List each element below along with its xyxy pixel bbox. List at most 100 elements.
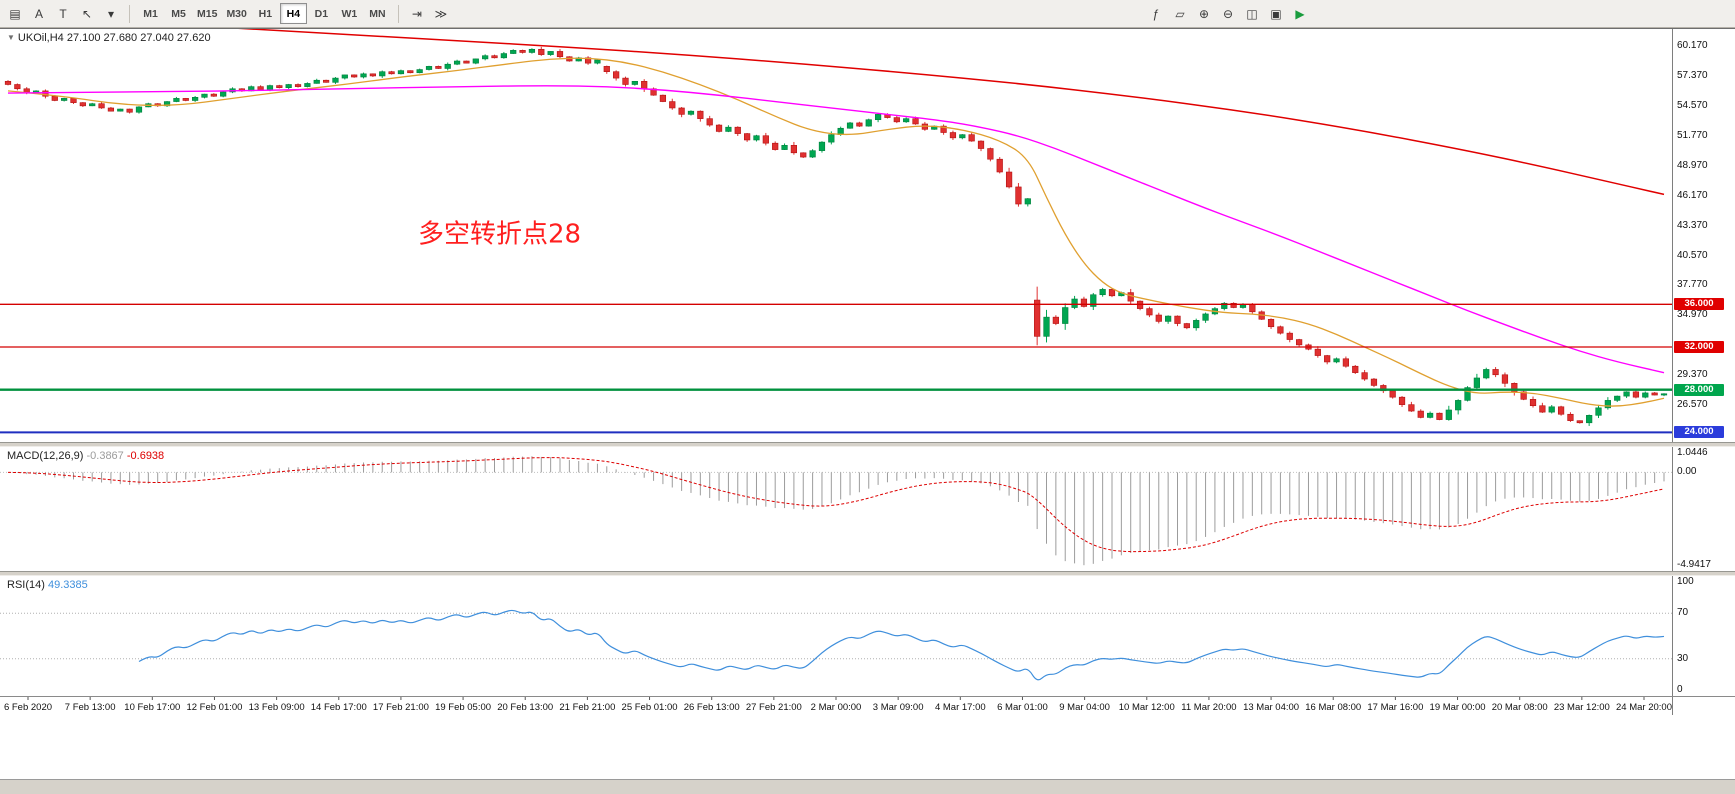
cascade-windows-icon[interactable]: ▣ [1265,3,1287,24]
time-tick-label: 12 Feb 01:00 [186,702,242,713]
timeframe-H4[interactable]: H4 [279,3,307,24]
candlestick-chart[interactable]: 多空转折点28 [0,29,1672,442]
price-axis[interactable]: 60.170 57.370 54.570 51.770 48.970 46.170 43.3… [1672,29,1735,442]
macd-signal-line [7,457,1665,553]
timeframe-M1[interactable]: M1 [137,3,164,24]
price-tick: 43.370 [1677,219,1708,231]
toolbar-separator [397,4,399,23]
price-line-label: 28.000 [1674,383,1724,396]
price-line-label: 32.000 [1674,341,1724,354]
macd-tick: 0.00 [1677,466,1697,478]
macd-plot[interactable]: MACD(12,26,9) -0.3867 -0.6938 [0,447,1672,571]
chart-window: ▼ UKOil,H4 27.100 27.680 27.040 27.620 多空… [0,28,1735,794]
time-scale[interactable]: 6 Feb 2020 7 Feb 13:00 10 Feb 17:00 12 Feb … [0,697,1672,715]
timeframe-D1[interactable]: D1 [308,3,335,24]
time-tick-label: 13 Feb 09:00 [249,702,305,713]
window-filler [0,715,1735,779]
cursor-tool-icon[interactable]: ↖ [76,3,98,24]
price-tick: 60.170 [1677,40,1708,52]
time-tick-label: 10 Feb 17:00 [124,702,180,713]
charts-toolbar-icon[interactable]: ▤ [4,3,26,24]
toolbar-mid-icons: ⇥ ≫ [406,3,452,24]
tile-windows-icon[interactable]: ◫ [1241,3,1263,24]
macd-histogram [16,456,1665,566]
timeframe-H1[interactable]: H1 [252,3,279,24]
macd-chart[interactable] [0,447,1672,571]
timeframe-group: M1 M5 M15 M30 H1 H4 D1 W1 MN [137,3,391,24]
shapes-tool-icon[interactable]: T [52,3,74,24]
cursor-dropdown-icon[interactable]: ▾ [100,3,122,24]
timeframe-M15[interactable]: M15 [193,3,221,24]
text-label-icon[interactable]: A [28,3,50,24]
time-tick-label: 21 Feb 21:00 [559,702,615,713]
time-tick-label: 4 Mar 17:00 [935,702,986,713]
time-tick-label: 6 Mar 01:00 [997,702,1048,713]
price-line-label: 24.000 [1674,426,1724,439]
price-tick: 26.570 [1677,398,1708,410]
time-tick-label: 10 Mar 12:00 [1119,702,1175,713]
rsi-chart[interactable] [0,576,1672,696]
time-tick-label: 20 Mar 08:00 [1492,702,1548,713]
rsi-plot[interactable]: RSI(14) 49.3385 [0,576,1672,696]
rsi-line [138,609,1665,681]
panel-splitter[interactable] [0,571,1735,576]
ma-mid-line [7,85,1665,374]
time-tick-label: 17 Mar 16:00 [1367,702,1423,713]
macd-axis[interactable]: 1.0446 0.00 -4.9417 [1672,447,1735,571]
rsi-tick: 0 [1677,684,1683,695]
timeframe-W1[interactable]: W1 [336,3,363,24]
time-tick-label: 16 Mar 08:00 [1305,702,1361,713]
zoom-out-icon[interactable]: ⊖ [1217,3,1239,24]
time-tick-label: 2 Mar 00:00 [811,702,862,713]
macd-panel: MACD(12,26,9) -0.3867 -0.6938 1.0446 0.00… [0,447,1735,571]
timeframe-M30[interactable]: M30 [222,3,250,24]
rsi-tick: 30 [1677,652,1689,664]
time-tick-label: 19 Feb 05:00 [435,702,491,713]
price-tick: 54.570 [1677,100,1708,112]
time-axis[interactable]: 6 Feb 2020 7 Feb 13:00 10 Feb 17:00 12 Feb … [0,696,1735,715]
time-tick-label: 11 Mar 20:00 [1181,702,1236,713]
time-tick-label: 3 Mar 09:00 [873,702,924,713]
time-tick-label: 23 Mar 12:00 [1554,702,1610,713]
toolbar-right-icons: ƒ ▱ ⊕ ⊖ ◫ ▣ ▶ [1145,3,1311,24]
price-tick: 51.770 [1677,130,1708,142]
toolbar-left-icons: ▤ A T ↖ ▾ [4,3,122,24]
main-chart-plot[interactable]: ▼ UKOil,H4 27.100 27.680 27.040 27.620 多空… [0,29,1672,442]
time-tick-label: 7 Feb 13:00 [65,702,116,713]
panel-splitter[interactable] [0,442,1735,447]
zoom-in-icon[interactable]: ⊕ [1193,3,1215,24]
rsi-tick: 100 [1677,576,1694,587]
toolbar-separator [129,4,130,23]
rsi-panel: RSI(14) 49.3385 100 70 30 0 [0,576,1735,696]
timeframe-MN[interactable]: MN [364,3,391,24]
time-tick-label: 19 Mar 00:00 [1430,702,1486,713]
time-axis-labels: 6 Feb 2020 7 Feb 13:00 10 Feb 17:00 12 Feb … [0,697,1672,715]
macd-tick: -4.9417 [1677,559,1711,570]
price-line-label: 36.000 [1674,298,1724,311]
chart-shift-icon[interactable]: ⇥ [406,3,428,24]
ma-slow-line [238,29,1665,196]
bottom-scrollbar[interactable] [0,779,1735,794]
price-tick: 48.970 [1677,159,1708,171]
time-tick-label: 13 Mar 04:00 [1243,702,1299,713]
main-chart-panel: ▼ UKOil,H4 27.100 27.680 27.040 27.620 多空… [0,29,1735,442]
toolbar: ▤ A T ↖ ▾ M1 M5 M15 M30 H1 H4 D1 W1 MN ⇥ ≫ ƒ ▱ ⊕ ⊖ ◫ ▣ ▶ [0,0,1735,28]
timeframe-M5[interactable]: M5 [165,3,192,24]
time-tick-label: 27 Feb 21:00 [746,702,802,713]
ma-fast-line [7,57,1665,407]
price-tick: 37.770 [1677,279,1708,291]
time-tick-label: 26 Feb 13:00 [684,702,740,713]
time-tick-label: 24 Mar 20:00 [1616,702,1672,713]
time-axis-corner [1672,697,1735,715]
rsi-axis[interactable]: 100 70 30 0 [1672,576,1735,696]
macd-tick: 1.0446 [1677,447,1708,458]
indicators-icon[interactable]: ƒ [1145,3,1167,24]
annotation-text[interactable]: 多空转折点28 [418,219,581,249]
candles [4,46,1668,426]
price-tick: 57.370 [1677,70,1708,82]
objects-list-icon[interactable]: ▱ [1169,3,1191,24]
auto-scroll-icon[interactable]: ≫ [430,3,452,24]
strategy-tester-icon[interactable]: ▶ [1289,3,1311,24]
time-tick-label: 17 Feb 21:00 [373,702,429,713]
